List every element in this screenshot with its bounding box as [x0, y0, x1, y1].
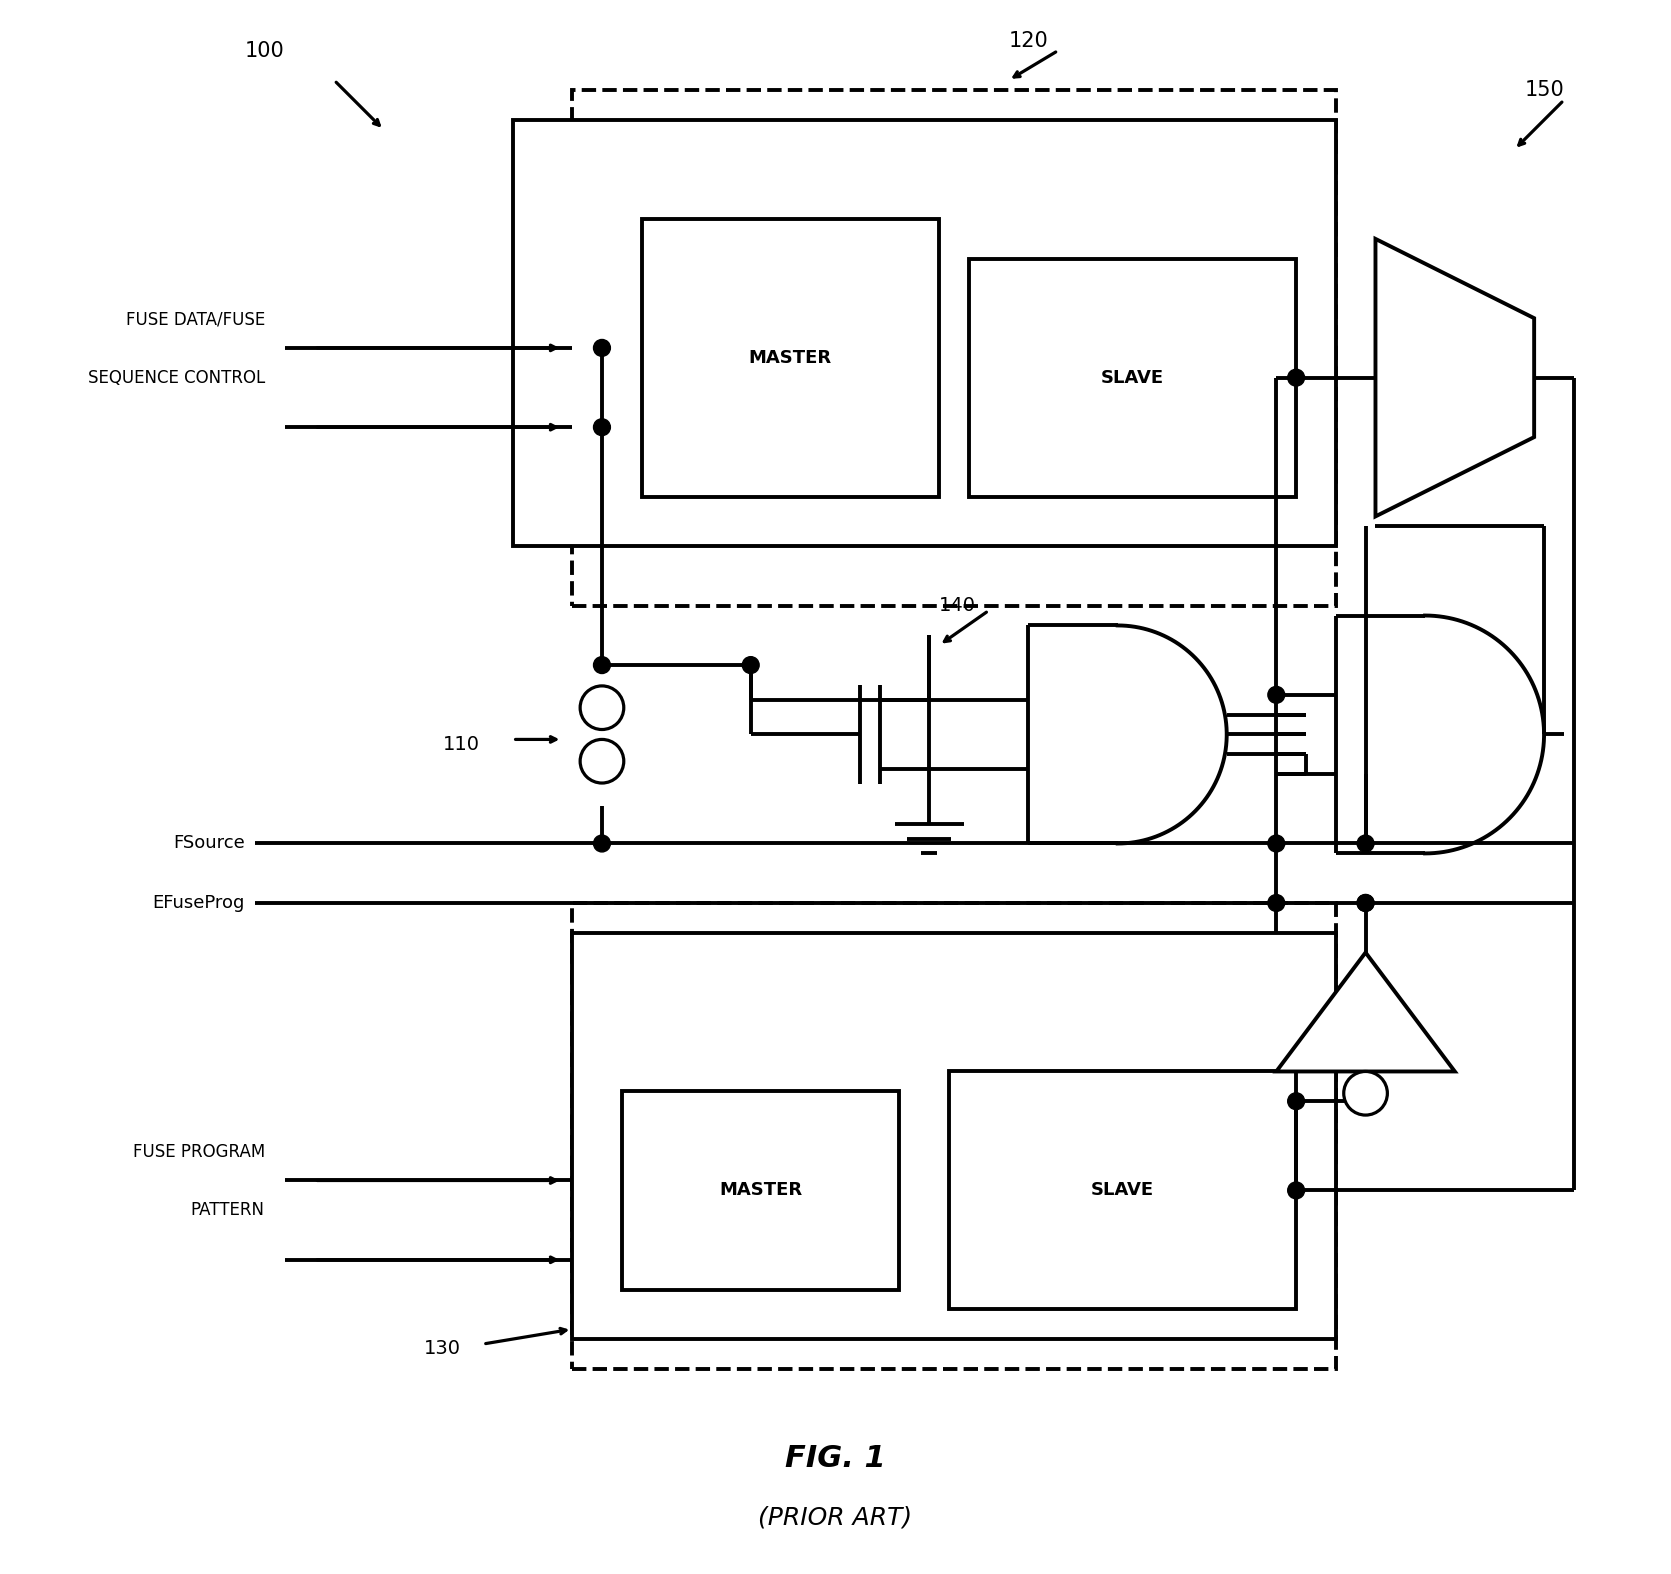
- FancyBboxPatch shape: [622, 1091, 899, 1289]
- Circle shape: [1288, 370, 1305, 386]
- Circle shape: [1357, 894, 1374, 911]
- FancyBboxPatch shape: [571, 90, 1335, 606]
- Circle shape: [593, 419, 610, 436]
- Text: FIG. 1: FIG. 1: [785, 1443, 886, 1473]
- Text: SLAVE: SLAVE: [1101, 368, 1165, 387]
- Text: FSource: FSource: [174, 834, 246, 853]
- Circle shape: [1357, 894, 1374, 911]
- FancyBboxPatch shape: [949, 1072, 1297, 1310]
- Text: PATTERN: PATTERN: [190, 1201, 264, 1220]
- FancyBboxPatch shape: [969, 258, 1297, 496]
- Circle shape: [593, 656, 610, 674]
- Text: 110: 110: [443, 735, 480, 754]
- FancyBboxPatch shape: [571, 933, 1335, 1339]
- Circle shape: [1288, 1092, 1305, 1110]
- Circle shape: [1268, 686, 1285, 704]
- Text: FUSE DATA/FUSE: FUSE DATA/FUSE: [125, 310, 264, 327]
- Polygon shape: [1375, 239, 1534, 516]
- Circle shape: [593, 836, 610, 852]
- Polygon shape: [1277, 952, 1455, 1072]
- Text: MASTER: MASTER: [719, 1182, 802, 1199]
- Circle shape: [1343, 1072, 1387, 1114]
- Text: 150: 150: [1524, 80, 1564, 101]
- Circle shape: [593, 340, 610, 356]
- Text: MASTER: MASTER: [749, 349, 832, 367]
- Text: SLAVE: SLAVE: [1091, 1182, 1155, 1199]
- Circle shape: [1288, 1182, 1305, 1199]
- Circle shape: [1357, 836, 1374, 852]
- Text: SEQUENCE CONTROL: SEQUENCE CONTROL: [87, 368, 264, 387]
- Text: 140: 140: [939, 597, 976, 615]
- Circle shape: [742, 656, 759, 674]
- FancyBboxPatch shape: [571, 903, 1335, 1369]
- FancyBboxPatch shape: [642, 219, 939, 496]
- Text: 100: 100: [246, 41, 284, 60]
- Text: 130: 130: [423, 1339, 461, 1358]
- Circle shape: [1268, 894, 1285, 911]
- FancyBboxPatch shape: [513, 120, 1335, 546]
- Text: (PRIOR ART): (PRIOR ART): [759, 1505, 912, 1530]
- Text: 120: 120: [1009, 30, 1048, 50]
- Circle shape: [1268, 836, 1285, 852]
- Text: EFuseProg: EFuseProg: [152, 894, 246, 911]
- Text: FUSE PROGRAM: FUSE PROGRAM: [132, 1143, 264, 1160]
